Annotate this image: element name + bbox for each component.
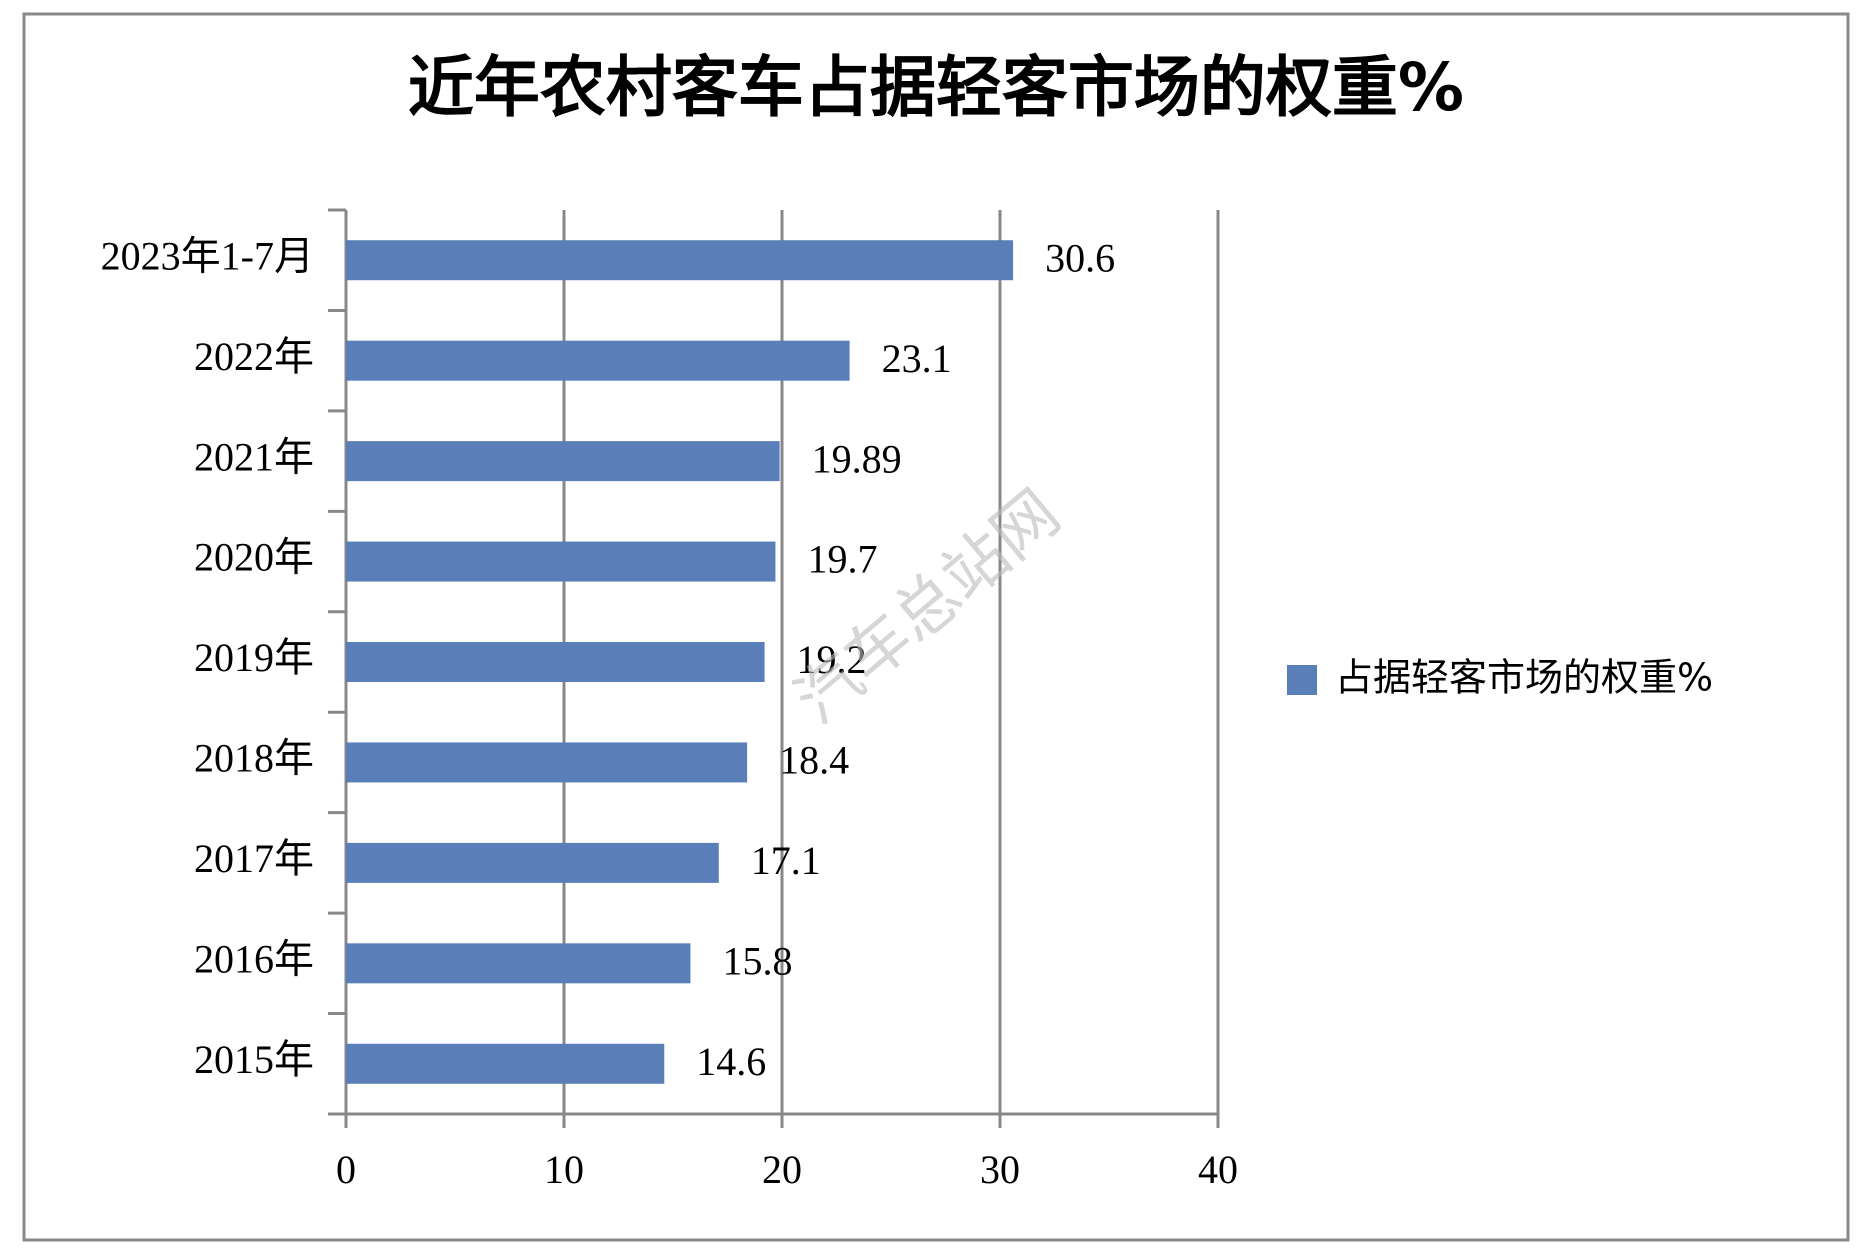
data-label: 19.7 (807, 537, 877, 582)
data-label: 15.8 (722, 939, 792, 984)
x-tick-label: 10 (544, 1147, 584, 1192)
data-label: 30.6 (1045, 235, 1115, 280)
x-tick-label: 0 (336, 1147, 356, 1192)
bar (346, 943, 691, 984)
y-tick-label: 2018年 (194, 736, 314, 781)
data-label: 19.2 (797, 637, 867, 682)
bar (346, 340, 850, 381)
chart-frame (22, 12, 1850, 1242)
x-tick-label: 20 (762, 1147, 802, 1192)
data-label: 19.89 (812, 436, 902, 481)
data-label: 17.1 (751, 838, 821, 883)
x-tick-label: 40 (1198, 1147, 1238, 1192)
bar (346, 240, 1014, 281)
x-tick-label: 30 (980, 1147, 1020, 1192)
y-tick-label: 2019年 (194, 635, 314, 680)
bar (346, 642, 765, 682)
data-label: 14.6 (696, 1039, 766, 1084)
y-tick-label: 2022年 (194, 334, 314, 379)
bar (346, 842, 719, 883)
y-tick-label: 2017年 (194, 836, 314, 881)
legend-swatch (1287, 665, 1317, 695)
y-tick-label: 2016年 (194, 937, 314, 982)
y-tick-label: 2021年 (194, 434, 314, 479)
legend-label: 占据轻客市场的权重% (1335, 656, 1713, 700)
y-tick-label: 2023年1-7月 (101, 233, 314, 278)
data-label: 18.4 (779, 738, 849, 783)
bar (346, 541, 776, 582)
bar (346, 441, 780, 482)
bar (346, 742, 748, 783)
y-tick-label: 2020年 (194, 535, 314, 580)
chart-title: 近年农村客车占据轻客市场的权重% (408, 49, 1464, 126)
y-tick-label: 2015年 (194, 1037, 314, 1082)
data-label: 23.1 (882, 336, 952, 381)
bar (346, 1043, 665, 1084)
